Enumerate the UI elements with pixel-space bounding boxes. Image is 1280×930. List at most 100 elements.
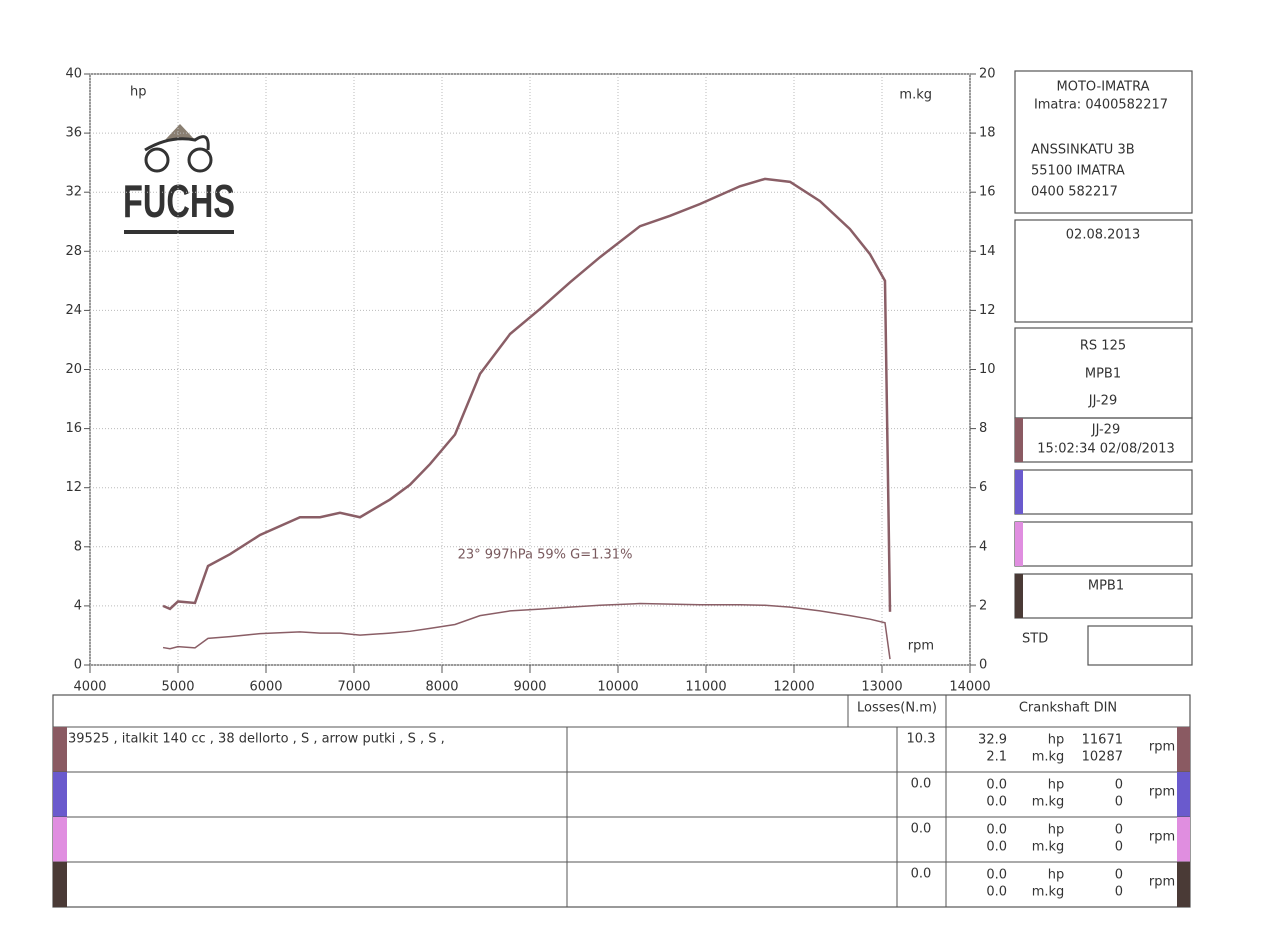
y2-axis-label: m.kg [899,88,932,103]
hp-value: 32.9 [978,733,1007,748]
unit: hp [1048,868,1065,883]
annotation: 23° 997hPa 59% G=1.31% [458,548,633,563]
run-swatch [1015,522,1023,566]
y2-tick-label: 6 [979,480,987,495]
unit: rpm [1149,740,1175,755]
y-axis-label: hp [130,85,147,100]
row-swatch [1177,817,1190,862]
y2-tick-label: 8 [979,421,987,436]
hp-rpm: 11671 [1082,733,1123,748]
losses: 10.3 [907,732,936,747]
shop-box [1014,70,1193,214]
x-tick-label: 8000 [425,680,458,695]
y2-tick-label: 2 [979,598,987,613]
hp-value: 0.0 [986,868,1007,883]
row-swatch [1177,727,1190,772]
row-swatch [53,817,67,862]
x-tick-label: 4000 [73,680,106,695]
unit: m.kg [1032,795,1065,810]
description: 39525 , italkit 140 cc , 38 dellorto , S… [68,732,445,747]
shop-phone: Imatra: 0400582217 [1034,98,1168,113]
std-label: STD [1022,632,1048,647]
logo [124,124,234,234]
x-tick-label: 9000 [513,680,546,695]
address-line: ANSSINKATU 3B [1031,143,1135,158]
date: 02.08.2013 [1066,228,1140,243]
y-tick-label: 32 [65,185,82,200]
y2-tick-label: 20 [979,67,996,82]
hp-rpm: 0 [1115,868,1123,883]
x-axis-label: rpm [908,639,934,654]
y2-tick-label: 14 [979,244,996,259]
y-tick-label: 28 [65,244,82,259]
mkg-rpm: 0 [1115,795,1123,810]
run-line: MPB1 [1088,579,1124,594]
run-line: JJ-29 [1091,423,1120,438]
mkg-value: 2.1 [986,750,1007,765]
x-tick-label: 10000 [597,680,638,695]
mkg-value: 0.0 [986,840,1007,855]
y-tick-label: 4 [74,598,82,613]
series-line [162,177,892,612]
vehicle-line: MPB1 [1085,367,1121,382]
unit: hp [1048,778,1065,793]
address-line: 55100 IMATRA [1031,164,1125,179]
y2-tick-label: 10 [979,362,996,377]
run-swatch [1015,418,1023,462]
y-tick-label: 0 [74,658,82,673]
crankshaft-header: Crankshaft DIN [1019,701,1117,716]
unit: m.kg [1032,750,1065,765]
mkg-rpm: 10287 [1082,750,1123,765]
vehicle-line: RS 125 [1080,339,1126,354]
losses: 0.0 [911,867,932,882]
x-tick-label: 12000 [773,680,814,695]
unit: hp [1048,823,1065,838]
unit: hp [1048,733,1065,748]
y-tick-label: 16 [65,421,82,436]
hp-rpm: 0 [1115,823,1123,838]
vehicle-line: JJ-29 [1088,394,1117,409]
y-tick-label: 12 [65,480,82,495]
run-swatch [1015,470,1023,514]
row-swatch [1177,772,1190,817]
hp-value: 0.0 [986,823,1007,838]
x-tick-label: 11000 [685,680,726,695]
losses: 0.0 [911,777,932,792]
y-tick-label: 24 [65,303,82,318]
unit: m.kg [1032,840,1065,855]
x-tick-label: 5000 [161,680,194,695]
losses: 0.0 [911,822,932,837]
x-tick-label: 6000 [249,680,282,695]
x-tick-label: 7000 [337,680,370,695]
row-swatch [53,862,67,907]
shop-name: MOTO-IMATRA [1057,80,1150,95]
unit: m.kg [1032,885,1065,900]
y-tick-label: 8 [74,539,82,554]
mkg-value: 0.0 [986,795,1007,810]
row-swatch [53,772,67,817]
y-tick-label: 20 [65,362,82,377]
row-swatch [1177,862,1190,907]
y2-tick-label: 4 [979,539,987,554]
hp-rpm: 0 [1115,778,1123,793]
unit: rpm [1149,785,1175,800]
run-line: 15:02:34 02/08/2013 [1037,442,1174,457]
date-box [1014,219,1193,323]
row-swatch [53,727,67,772]
mkg-value: 0.0 [986,885,1007,900]
y2-tick-label: 18 [979,126,996,141]
y-tick-label: 36 [65,126,82,141]
y2-tick-label: 12 [979,303,996,318]
unit: rpm [1149,875,1175,890]
y-tick-label: 40 [65,67,82,82]
y2-tick-label: 0 [979,658,987,673]
x-tick-label: 13000 [861,680,902,695]
losses-header: Losses(N.m) [857,701,937,716]
mkg-rpm: 0 [1115,840,1123,855]
address-line: 0400 582217 [1031,185,1118,200]
std-box [1087,625,1193,666]
y2-tick-label: 16 [979,185,996,200]
logo-text: FUCHS [123,175,235,227]
